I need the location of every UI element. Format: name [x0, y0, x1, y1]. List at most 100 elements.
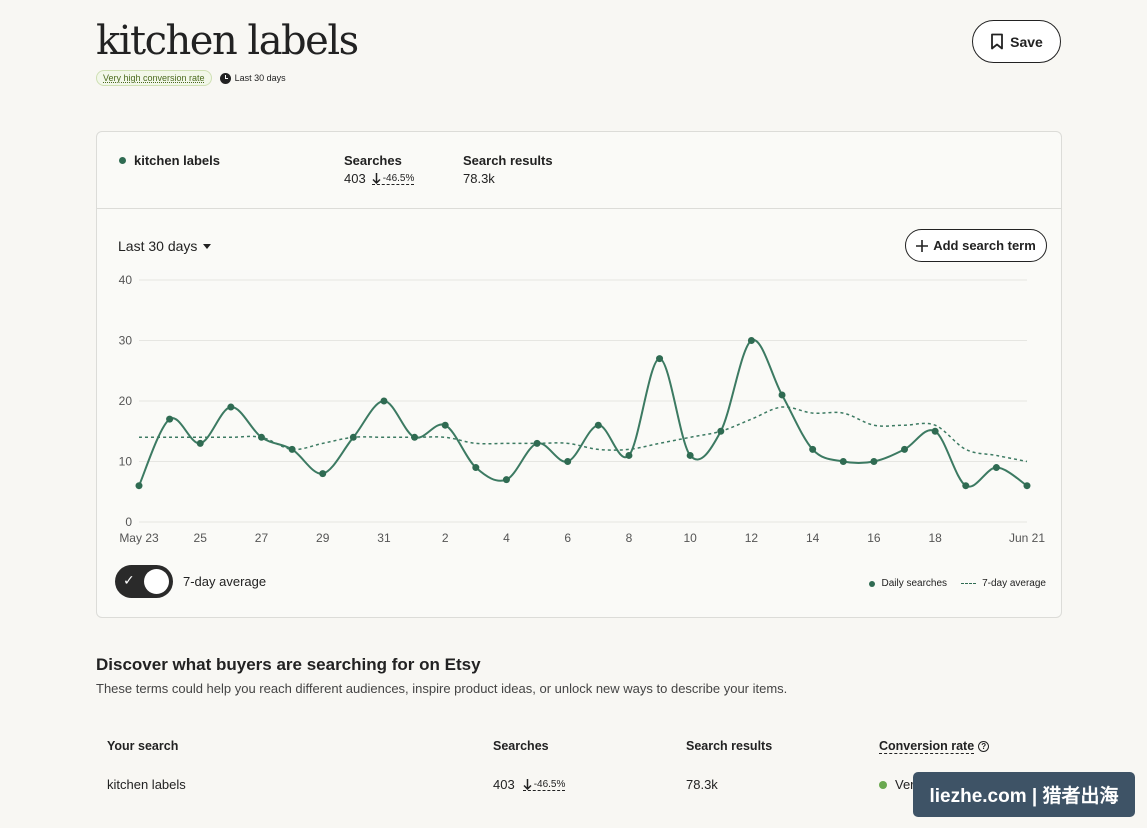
range-dropdown[interactable]: Last 30 days: [118, 238, 212, 254]
legend-daily-label: Daily searches: [881, 578, 948, 589]
series-dot: [119, 157, 126, 164]
clock-icon: [219, 72, 231, 84]
results-stat-value: 78.3k: [463, 171, 495, 186]
x-tick-label: May 23: [119, 531, 159, 545]
column-searches: Searches: [493, 739, 549, 753]
x-tick-label: 14: [806, 531, 820, 545]
daily-point: [166, 415, 174, 423]
trend-card: kitchen labels Searches 403 -46.5% Searc…: [96, 131, 1062, 618]
results-stat-label: Search results: [463, 153, 553, 168]
x-tick-label: 12: [745, 531, 759, 545]
arrow-down-icon: [523, 778, 532, 790]
x-tick-label: 6: [564, 531, 571, 545]
daily-point: [319, 470, 327, 478]
x-tick-label: 16: [867, 531, 881, 545]
caret-down-icon: [203, 243, 212, 249]
y-tick-label: 20: [119, 394, 133, 408]
x-tick-label: 31: [377, 531, 391, 545]
results-stat: Search results 78.3k: [463, 153, 553, 186]
x-tick-label: 29: [316, 531, 330, 545]
daily-point: [257, 433, 265, 441]
searches-stat-label: Searches: [344, 153, 402, 168]
daily-point: [901, 445, 909, 453]
daily-point: [625, 451, 633, 459]
plus-icon: [916, 239, 929, 252]
legend-daily-marker: [869, 580, 876, 587]
x-tick-label: 25: [194, 531, 208, 545]
discover-title: Discover what buyers are searching for o…: [96, 655, 481, 674]
daily-series-line: [138, 339, 1028, 488]
legend-daily: Daily searches: [869, 578, 947, 589]
daily-point: [717, 427, 725, 435]
title-meta: Very high conversion rate Last 30 days: [96, 70, 286, 86]
watermark-badge: liezhe.com | 猎者出海: [913, 772, 1135, 817]
save-button[interactable]: Save: [972, 20, 1061, 63]
average-toggle[interactable]: ✓: [115, 565, 173, 598]
x-tick-label: Jun 21: [1009, 531, 1045, 545]
daily-point: [349, 433, 357, 441]
toggle-knob: [144, 569, 169, 594]
page-title: kitchen labels: [96, 18, 359, 64]
daily-point: [962, 482, 970, 490]
chart-legend: Daily searches 7-day average: [869, 578, 1046, 589]
daily-point: [564, 458, 572, 465]
daily-point: [135, 482, 143, 490]
searches-stat: Searches 403 -46.5%: [344, 153, 415, 186]
summary-term: kitchen labels: [119, 153, 220, 168]
average-toggle-label: 7-day average: [183, 574, 267, 589]
daily-point: [502, 476, 510, 484]
summary-header: kitchen labels Searches 403 -46.5% Searc…: [97, 132, 1061, 209]
daily-point: [839, 458, 847, 465]
summary-term-label: kitchen labels: [134, 153, 220, 168]
x-tick-label: 27: [255, 531, 269, 545]
column-conversion-rate[interactable]: Conversion rate ?: [879, 739, 990, 754]
add-search-term-button[interactable]: Add search term: [905, 229, 1047, 262]
searches-delta-value: -46.5%: [382, 172, 415, 184]
y-tick-label: 40: [119, 273, 133, 287]
row-term[interactable]: kitchen labels: [107, 777, 186, 792]
conversion-dot: [879, 780, 887, 789]
searches-delta[interactable]: -46.5%: [371, 172, 415, 185]
legend-average-label: 7-day average: [982, 578, 1046, 589]
daily-point: [288, 445, 296, 453]
save-label: Save: [1010, 33, 1043, 50]
column-your-search: Your search: [107, 739, 179, 753]
y-tick-label: 30: [119, 334, 133, 348]
daily-point: [472, 464, 480, 472]
add-search-term-label: Add search term: [933, 238, 1036, 253]
period-indicator: Last 30 days: [219, 72, 286, 84]
x-tick-label: 8: [626, 531, 633, 545]
column-conversion-label: Conversion rate: [879, 739, 975, 754]
discover-subtitle: These terms could help you reach differe…: [96, 681, 788, 696]
x-tick-label: 4: [503, 531, 510, 545]
x-tick-label: 10: [683, 531, 697, 545]
row-searches-delta[interactable]: -46.5%: [522, 778, 566, 791]
check-icon: ✓: [123, 572, 135, 588]
daily-point: [533, 439, 541, 447]
daily-point: [992, 464, 1000, 472]
bookmark-icon: [991, 33, 1004, 50]
arrow-down-icon: [372, 172, 381, 184]
x-tick-label: 18: [928, 531, 942, 545]
daily-point: [931, 427, 939, 435]
conversion-badge[interactable]: Very high conversion rate: [96, 70, 212, 86]
row-searches-delta-value: -46.5%: [533, 778, 566, 790]
column-search-results: Search results: [686, 739, 773, 753]
row-searches: 403 -46.5%: [493, 777, 566, 792]
daily-point: [441, 421, 449, 429]
help-icon[interactable]: ?: [978, 741, 990, 752]
legend-average-marker: [961, 583, 977, 584]
daily-point: [227, 403, 235, 411]
daily-point: [809, 445, 817, 453]
daily-point: [1023, 482, 1031, 490]
average-series-line: [139, 406, 1028, 463]
searches-line-chart: 0 10 20 30 40 May 23 25 27 29 31 2 4 6 8 10 12 14 16 18 Jun…: [119, 273, 1046, 545]
daily-point: [196, 439, 204, 447]
searches-stat-value: 403: [344, 171, 366, 186]
row-results: 78.3k: [686, 777, 718, 792]
y-tick-label: 0: [125, 515, 132, 529]
daily-point: [411, 433, 419, 441]
range-dropdown-label: Last 30 days: [118, 238, 198, 254]
legend-average: 7-day average: [961, 578, 1046, 589]
daily-point: [778, 391, 786, 399]
